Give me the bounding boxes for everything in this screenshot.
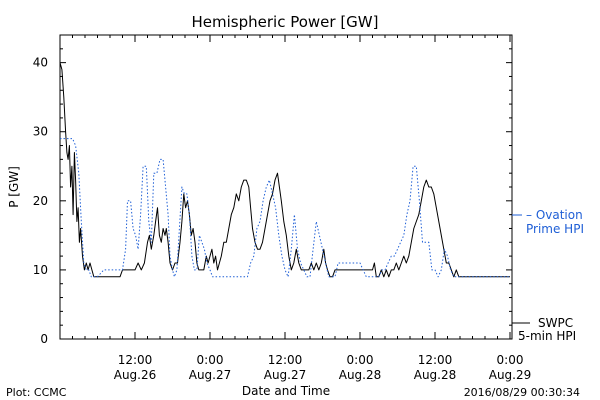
- footer-timestamp: 2016/08/29 00:30:34: [464, 386, 580, 399]
- x-tick-time: 12:00: [268, 353, 303, 367]
- plot-frame: [59, 34, 513, 340]
- y-tick-label: 40: [33, 56, 48, 70]
- x-tick-date: Aug.27: [264, 368, 307, 382]
- series-line-swpc: [60, 62, 510, 278]
- legend-swpc-line1: SWPC: [538, 316, 573, 330]
- series-layer: [60, 62, 510, 278]
- y-tick-label: 10: [33, 263, 48, 277]
- x-tick-time: 12:00: [418, 353, 453, 367]
- x-tick-date: Aug.27: [189, 368, 232, 382]
- legend-ovation-line2: Prime HPI: [526, 222, 584, 236]
- footer-plot-source: Plot: CCMC: [6, 386, 67, 399]
- x-tick-date: Aug.26: [114, 368, 157, 382]
- x-axis-ticks: 12:00Aug.260:00Aug.2712:00Aug.270:00Aug.…: [72, 35, 532, 382]
- x-tick-time: 12:00: [118, 353, 153, 367]
- y-tick-label: 20: [33, 194, 48, 208]
- x-tick-time: 0:00: [497, 353, 524, 367]
- x-tick-date: Aug.28: [339, 368, 382, 382]
- x-tick-time: 0:00: [197, 353, 224, 367]
- x-tick-date: Aug.29: [489, 368, 532, 382]
- y-axis-ticks: 0 10 20 30 40: [33, 48, 512, 346]
- x-axis-label: Date and Time: [242, 384, 330, 398]
- y-tick-label: 30: [33, 125, 48, 139]
- x-tick-date: Aug.28: [414, 368, 457, 382]
- legend-swpc-line2: 5-min HPI: [518, 329, 576, 343]
- x-tick-time: 0:00: [347, 353, 374, 367]
- y-axis-label: P [GW]: [7, 166, 21, 208]
- y-tick-label: 0: [40, 332, 48, 346]
- chart-title: Hemispheric Power [GW]: [192, 13, 379, 31]
- legend-ovation-line1: – Ovation: [526, 208, 583, 222]
- series-line-ovation: [60, 138, 510, 278]
